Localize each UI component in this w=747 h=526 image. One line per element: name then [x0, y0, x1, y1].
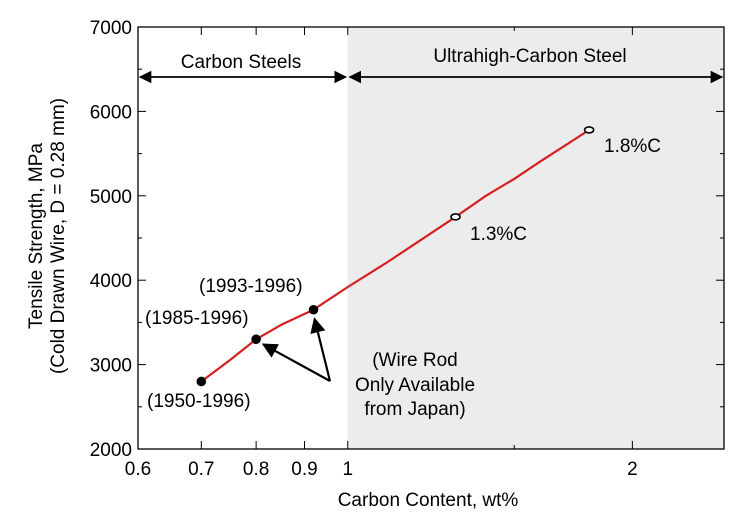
- x-tick-label: 0.6: [125, 459, 151, 480]
- y-tick-label: 6000: [90, 102, 132, 123]
- y-tick-label: 5000: [90, 187, 132, 208]
- x-axis-title: Carbon Content, wt%: [338, 490, 519, 511]
- label-1993-1996: (1993-1996): [199, 276, 303, 297]
- note-line-2: Only Available: [355, 375, 475, 396]
- filled-data-point: [251, 334, 261, 345]
- filled-data-point: [196, 376, 207, 387]
- note-arrow-to-1993-point: [310, 317, 332, 382]
- region-label-ultrahigh-carbon-steel: Ultrahigh-Carbon Steel: [433, 46, 626, 67]
- label-1-8-percent-carbon: 1.8%C: [604, 136, 661, 157]
- y-tick-label: 3000: [90, 356, 132, 377]
- y-tick-label: 4000: [90, 271, 132, 292]
- y-axis-title-line2: (Cold Drawn Wire, D = 0.28 mm): [48, 98, 69, 374]
- region-label-carbon-steels: Carbon Steels: [181, 52, 301, 73]
- label-1950-1996: (1950-1996): [147, 391, 251, 412]
- x-tick-label: 2: [627, 459, 638, 480]
- ultrahigh-carbon-shaded-region: [347, 27, 724, 449]
- note-arrow-to-1985-point: [261, 343, 331, 382]
- y-tick-label: 2000: [90, 440, 132, 461]
- label-1985-1996: (1985-1996): [145, 308, 249, 329]
- x-tick-label: 0.8: [243, 459, 269, 480]
- x-tick-label: 1: [342, 459, 353, 480]
- x-tick-label: 0.7: [188, 459, 214, 480]
- note-line-1: (Wire Rod: [372, 350, 458, 371]
- open-data-point: [583, 126, 595, 134]
- label-1-3-percent-carbon: 1.3%C: [470, 224, 527, 245]
- y-axis-title-line1: Tensile Strength, MPa: [26, 143, 47, 329]
- x-tick-label: 0.9: [291, 459, 317, 480]
- note-line-3: from Japan): [364, 399, 465, 420]
- y-tick-label: 7000: [90, 18, 132, 39]
- filled-data-point: [308, 304, 319, 315]
- open-data-point: [450, 213, 461, 221]
